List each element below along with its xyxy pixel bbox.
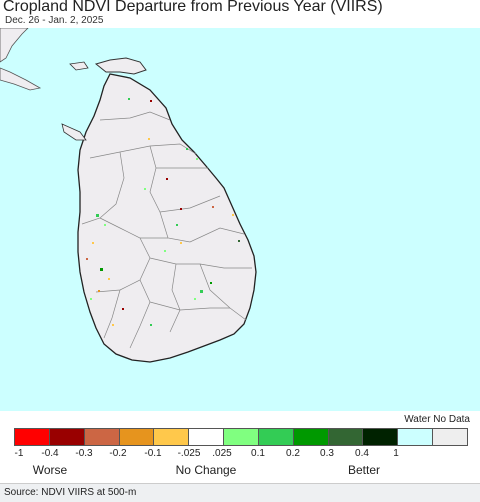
legend-swatch xyxy=(15,429,50,445)
ndvi-pixels xyxy=(86,98,240,326)
sri-lanka-map xyxy=(0,28,257,363)
legend-swatch xyxy=(84,429,120,445)
legend-tick: 1 xyxy=(393,448,399,459)
legend-tick: 0.2 xyxy=(286,448,300,459)
legend-swatch xyxy=(398,429,434,445)
legend-tick: -1 xyxy=(14,448,24,459)
district-borders xyxy=(81,111,252,349)
legend-colorbar xyxy=(14,428,468,446)
legend-swatch xyxy=(49,429,85,445)
legend-tick: -0.1 xyxy=(144,448,162,459)
legend-swatch xyxy=(328,429,364,445)
legend-no-change-label: No Change xyxy=(175,463,237,477)
legend-tick: -0.4 xyxy=(41,448,59,459)
legend-swatch xyxy=(119,429,155,445)
sri-lanka-outline xyxy=(77,73,257,363)
date-range: Dec. 26 - Jan. 2, 2025 xyxy=(5,15,104,26)
legend-tick: -0.3 xyxy=(75,448,93,459)
legend-tick: 0.1 xyxy=(251,448,265,459)
legend-tick: .025 xyxy=(212,448,232,459)
legend-swatch xyxy=(293,429,329,445)
map-area xyxy=(0,28,480,411)
source-text: Source: NDVI VIIRS at 500-m xyxy=(4,487,137,498)
legend-swatch xyxy=(189,429,225,445)
legend-swatch xyxy=(433,429,467,445)
legend-tick: -0.2 xyxy=(109,448,127,459)
legend-no-data-label: Water No Data xyxy=(404,414,470,425)
legend-tick: 0.3 xyxy=(320,448,334,459)
legend-swatch xyxy=(224,429,259,445)
legend-tick: -.025 xyxy=(177,448,201,459)
legend-swatch xyxy=(154,429,190,445)
india-coast xyxy=(0,28,29,63)
map-title: Cropland NDVI Departure from Previous Ye… xyxy=(3,0,383,15)
source-bar: Source: NDVI VIIRS at 500-m xyxy=(0,483,480,502)
legend-worse-label: Worse xyxy=(32,463,68,477)
legend-swatch xyxy=(363,429,399,445)
legend-tick: 0.4 xyxy=(355,448,369,459)
legend-swatch xyxy=(258,429,294,445)
legend-better-label: Better xyxy=(347,463,381,477)
